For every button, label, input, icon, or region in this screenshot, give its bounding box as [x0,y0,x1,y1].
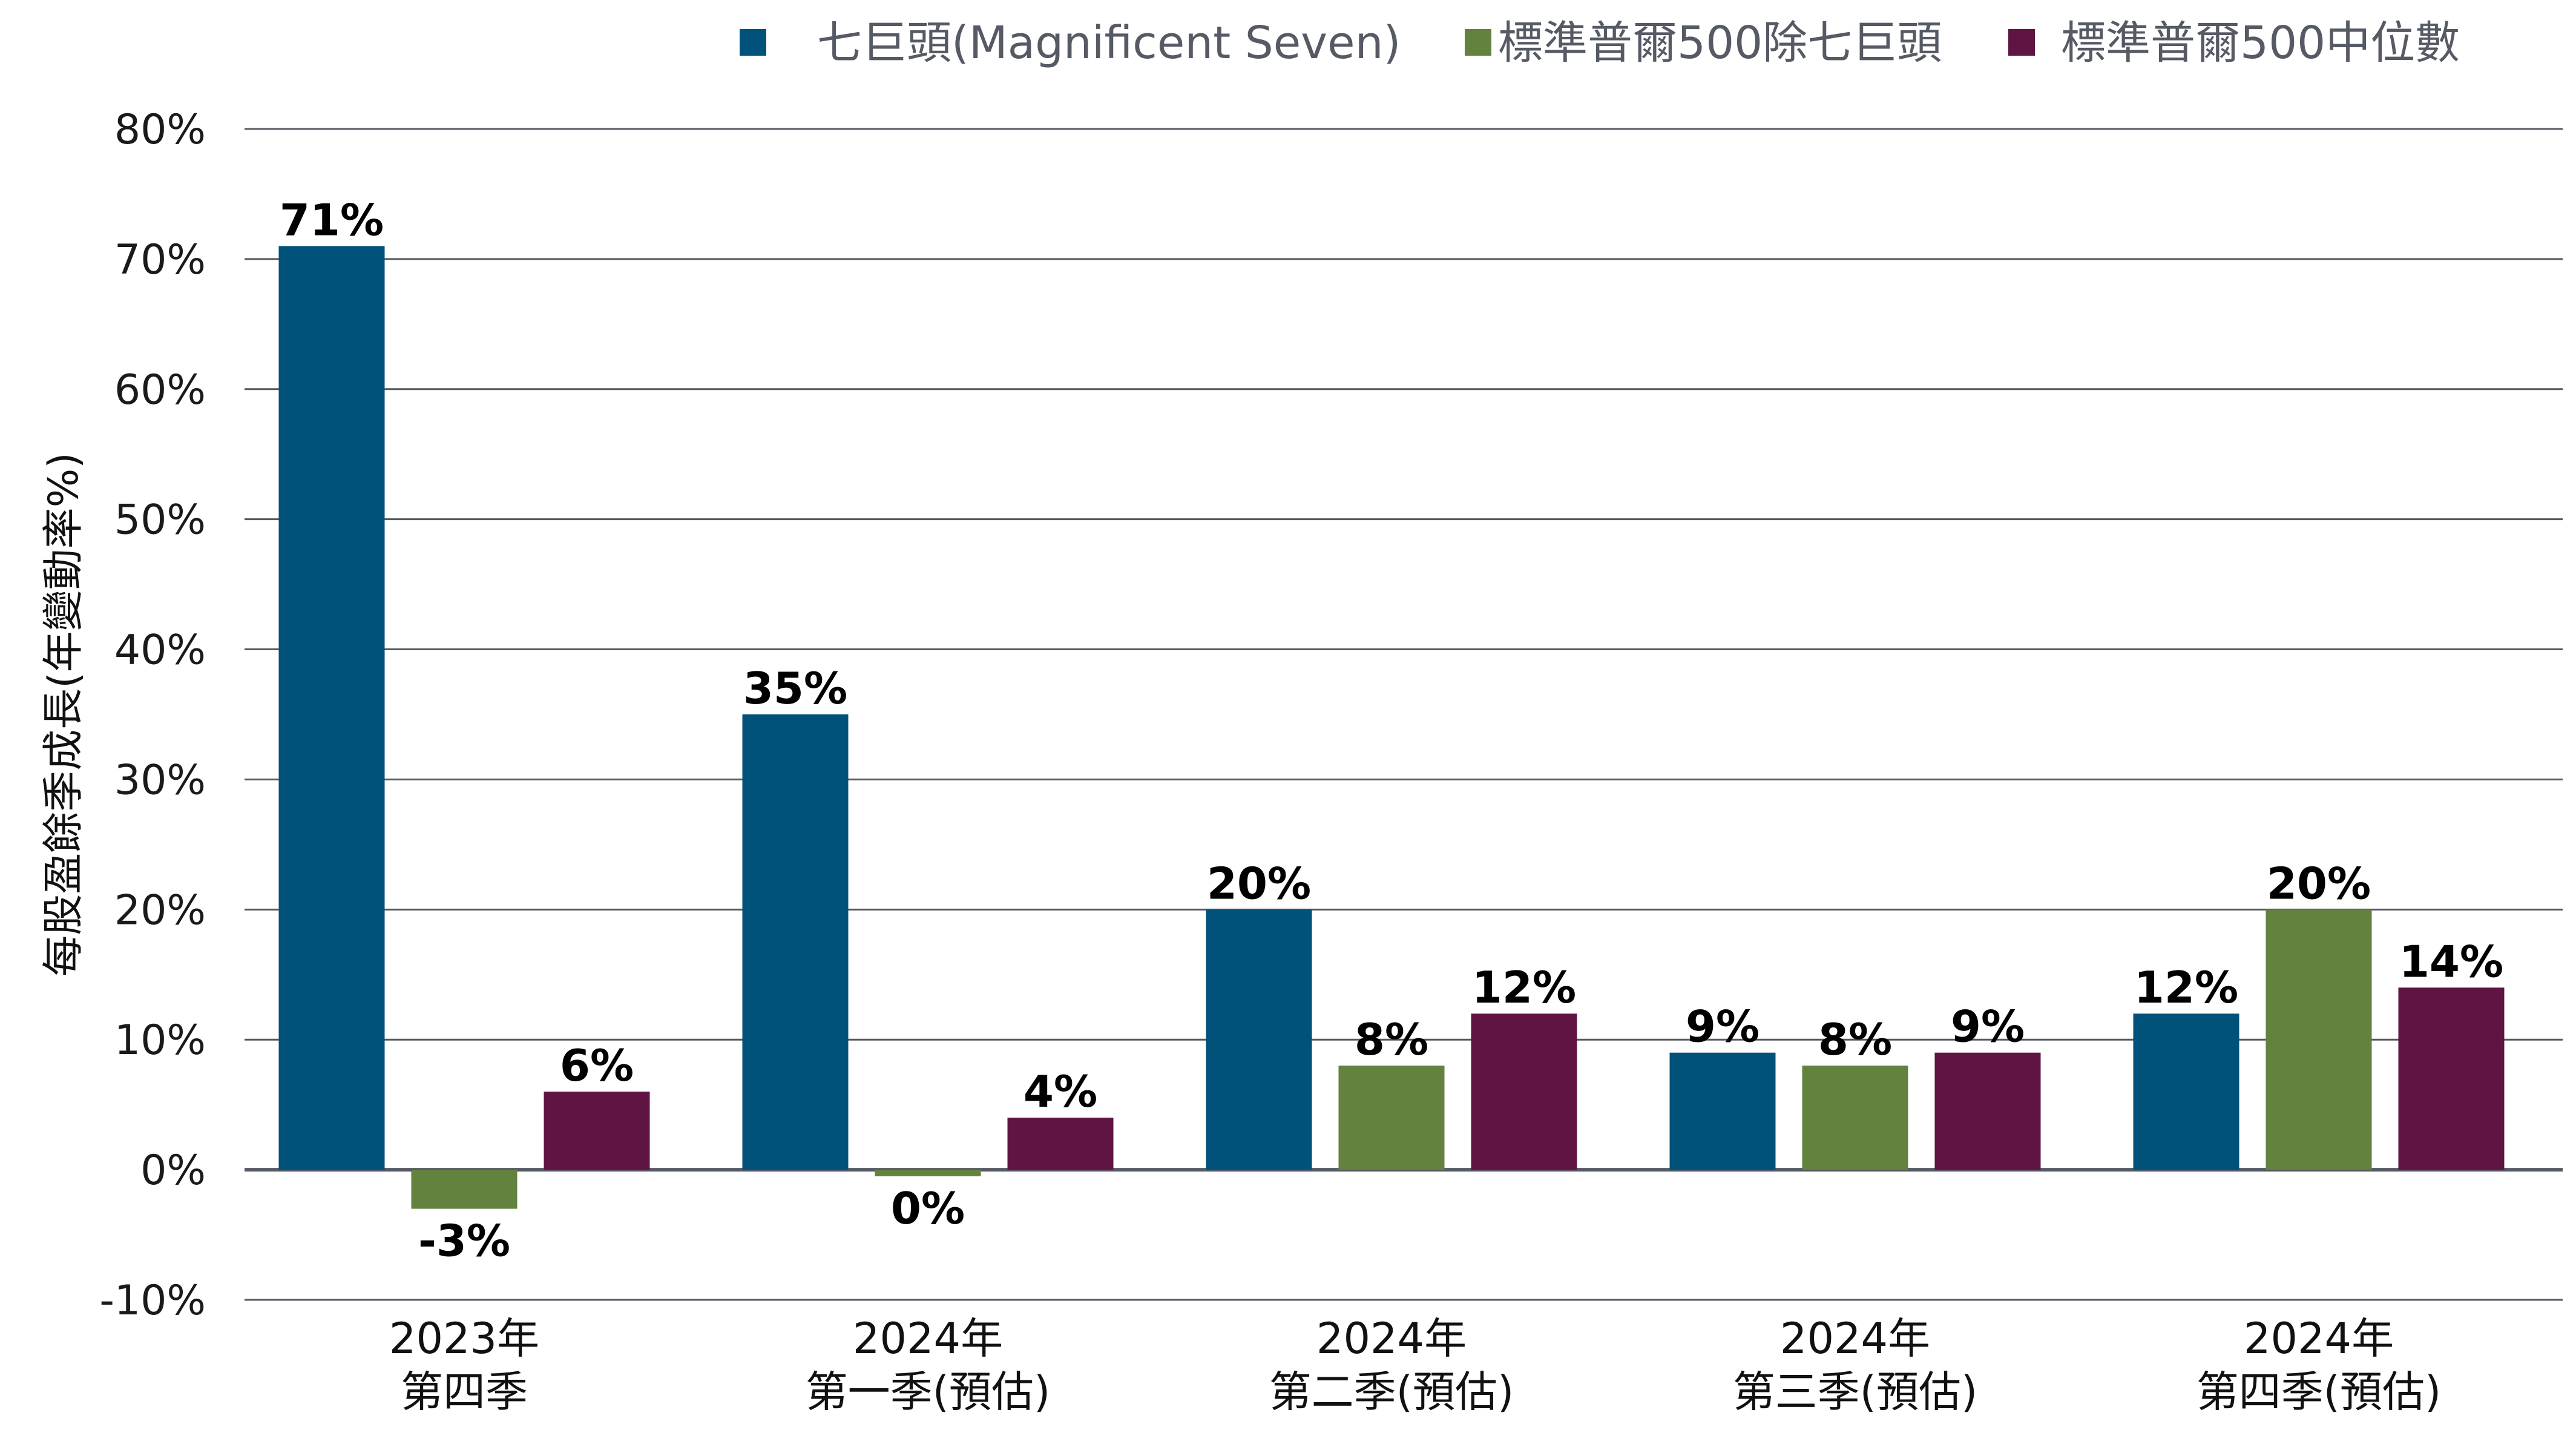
x-category-label: 2024年 [853,1314,1003,1363]
x-category-label: 第四季 [401,1367,528,1417]
x-category-label: 2024年 [2244,1314,2394,1363]
x-category-label: 2023年 [389,1314,539,1363]
y-tick-label: 0% [140,1147,206,1194]
legend-label-1: 標準普爾500除七巨頭 [1498,17,1942,69]
data-label: 6% [560,1040,634,1091]
bar-series-0-cat-1 [742,714,849,1170]
legend-swatch-2 [2008,29,2035,56]
bar-series-2-cat-4 [2398,987,2505,1170]
x-category-label: 第三季(預估) [1733,1367,1978,1417]
y-tick-label: 70% [114,236,206,284]
bar-series-1-cat-3 [1802,1066,1908,1170]
bar-series-1-cat-4 [2266,909,2372,1170]
data-labels: 71% -3% 6% 35% 0% 4% 20% 8% 12% 9% 8% 9% 12% 20% 14% [280,194,2503,1266]
legend-label-2: 標準普爾500中位數 [2061,17,2460,69]
x-category-label: 2024年 [1780,1314,1930,1363]
x-category-label: 第一季(預估) [806,1367,1051,1417]
data-label: 35% [743,663,847,714]
y-tick-label: 40% [114,627,206,674]
y-axis-title: 每股盈餘季成長(年變動率%) [40,452,88,977]
bar-series-1-cat-0 [411,1170,518,1209]
y-axis-ticks: -10% 0% 10% 20% 30% 40% 50% 60% 70% 80% [99,106,206,1325]
legend: 七巨頭(Magnificent Seven) 標準普爾500除七巨頭 標準普爾500… [740,17,2460,69]
x-axis-categories: 2023年第四季2024年第一季(預估)2024年第二季(預估)2024年第三季… [389,1314,2441,1417]
data-label: 0% [891,1183,965,1234]
x-category-label: 第二季(預估) [1269,1367,1514,1417]
data-label: 14% [2399,936,2503,987]
y-tick-label: 50% [114,496,206,544]
bar-series-2-cat-0 [544,1092,650,1170]
y-tick-label: 10% [114,1016,206,1064]
bars [278,246,2505,1209]
data-label: 8% [1355,1014,1428,1065]
x-category-label: 2024年 [1316,1314,1467,1363]
y-tick-label: 80% [114,106,206,154]
legend-swatch-1 [1465,29,1491,56]
data-label: 9% [1686,1001,1760,1052]
data-label: 20% [1207,858,1311,909]
bar-series-2-cat-1 [1007,1118,1114,1170]
bar-series-1-cat-1 [875,1170,981,1176]
y-tick-label: 20% [114,886,206,934]
data-label: 12% [1472,962,1576,1013]
bar-series-0-cat-2 [1206,909,1312,1170]
bar-series-2-cat-3 [1934,1052,2041,1170]
bar-series-2-cat-2 [1471,1013,1577,1170]
bar-series-0-cat-3 [1669,1052,1776,1170]
data-label: -3% [418,1216,510,1267]
y-tick-label: 60% [114,366,206,414]
bar-series-0-cat-0 [278,246,385,1170]
y-tick-label: 30% [114,756,206,804]
legend-label-0: 七巨頭(Magnificent Seven) [817,17,1401,69]
legend-swatch-0 [740,29,766,56]
bar-series-0-cat-4 [2133,1013,2239,1170]
data-label: 9% [1951,1001,2025,1052]
data-label: 12% [2134,962,2238,1013]
y-tick-label: -10% [99,1277,206,1325]
x-category-label: 第四季(預估) [2196,1367,2442,1417]
data-label: 71% [280,194,384,245]
data-label: 20% [2267,858,2371,909]
data-label: 4% [1024,1066,1097,1117]
bar-series-1-cat-2 [1338,1066,1445,1170]
data-label: 8% [1818,1014,1892,1065]
